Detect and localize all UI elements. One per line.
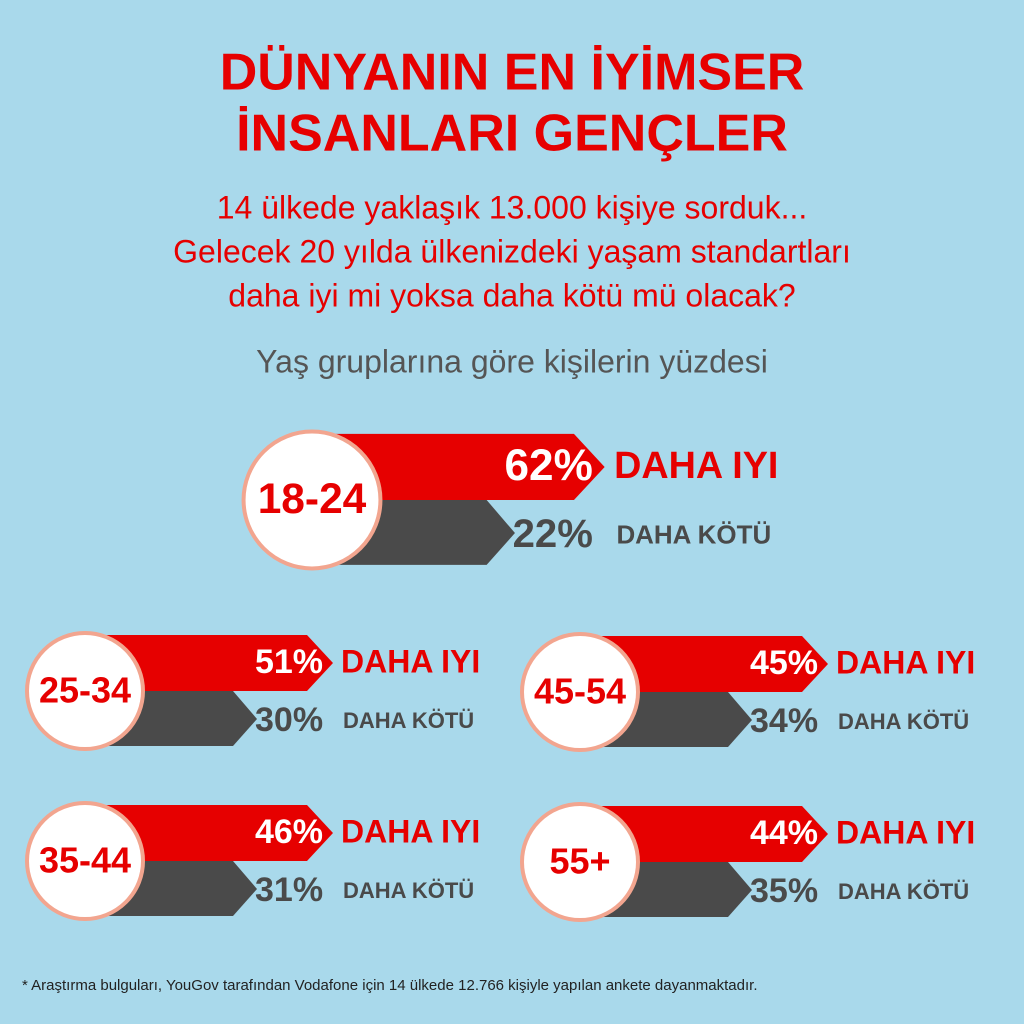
better-value: 45% <box>750 644 818 682</box>
worse-value: 30% <box>255 701 323 739</box>
age-circle <box>520 802 640 922</box>
better-arrow <box>85 805 333 861</box>
worse-value: 22% <box>513 511 593 556</box>
age-label: 35-44 <box>39 840 131 881</box>
better-arrow <box>580 636 828 692</box>
worse-label: DAHA KÖTÜ <box>343 708 474 733</box>
caption: Yaş gruplarına göre kişilerin yüzdesi <box>256 343 768 379</box>
footnote: * Araştırma bulguları, YouGov tarafından… <box>22 977 757 994</box>
worse-value: 31% <box>255 871 323 909</box>
better-arrow <box>580 806 828 862</box>
age-circle <box>25 631 145 751</box>
worse-label: DAHA KÖTÜ <box>616 519 771 549</box>
better-value: 62% <box>505 441 593 490</box>
better-label: DAHA IYI <box>836 814 975 850</box>
better-label: DAHA IYI <box>836 644 975 680</box>
title-line: DÜNYANIN EN İYİMSER <box>220 44 805 102</box>
age-label: 18-24 <box>258 476 367 523</box>
age-circle <box>241 429 383 571</box>
worse-label: DAHA KÖTÜ <box>838 709 969 734</box>
age-label: 45-54 <box>534 671 626 712</box>
worse-value: 34% <box>750 702 818 740</box>
better-label: DAHA IYI <box>614 444 778 486</box>
age-circle <box>25 801 145 921</box>
better-label: DAHA IYI <box>341 643 480 679</box>
age-circle <box>520 632 640 752</box>
subtitle-line: daha iyi mi yoksa daha kötü mü olacak? <box>228 277 795 313</box>
better-arrow <box>312 433 605 500</box>
better-value: 44% <box>750 814 818 852</box>
worse-value: 35% <box>750 872 818 910</box>
subtitle-line: Gelecek 20 yılda ülkenizdeki yaşam stand… <box>173 233 851 269</box>
worse-label: DAHA KÖTÜ <box>343 878 474 903</box>
better-value: 46% <box>255 813 323 851</box>
worse-label: DAHA KÖTÜ <box>838 879 969 904</box>
better-arrow <box>85 635 333 691</box>
better-label: DAHA IYI <box>341 813 480 849</box>
age-label: 55+ <box>549 841 610 882</box>
age-label: 25-34 <box>39 670 131 711</box>
better-value: 51% <box>255 643 323 681</box>
subtitle-line: 14 ülkede yaklaşık 13.000 kişiye sorduk.… <box>217 189 808 225</box>
title-line: İNSANLARI GENÇLER <box>236 105 788 163</box>
